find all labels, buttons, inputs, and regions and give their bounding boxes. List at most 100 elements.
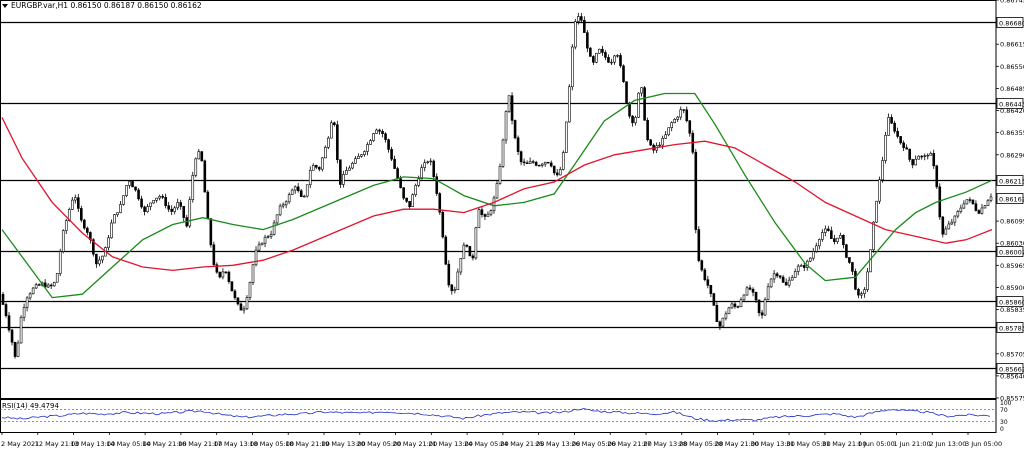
candle (369, 139, 372, 145)
candle-body (140, 198, 143, 208)
level-price-tag: 0.85783 (996, 322, 1024, 333)
y-tick-label: 0.86615 (1000, 41, 1024, 49)
candle-body (926, 154, 930, 157)
candle (194, 157, 198, 178)
candle-body (372, 133, 375, 141)
candle-body (206, 191, 210, 219)
x-tick-label: 2 May 2021 (1, 440, 39, 448)
candle (616, 54, 619, 58)
candle-body (152, 199, 155, 204)
candle-body (875, 200, 878, 223)
candle (411, 193, 414, 207)
candle-body (836, 237, 839, 242)
candle-body (510, 95, 514, 121)
candle (878, 176, 881, 205)
candle (745, 286, 749, 296)
candle (733, 301, 737, 309)
level-price-tag: 0.86215 (996, 175, 1024, 186)
candle-body (227, 271, 231, 282)
candle-body (46, 284, 50, 288)
x-tick-label: 24 May 21:00 (500, 440, 545, 448)
candle-body (974, 203, 978, 211)
candle (516, 135, 520, 156)
candle-body (592, 56, 595, 63)
candle-body (881, 160, 884, 181)
candle-body (339, 159, 342, 185)
candle (610, 58, 613, 66)
candle-body (354, 158, 357, 164)
candle (7, 312, 11, 333)
candle-body (405, 197, 408, 202)
candle (345, 166, 348, 175)
candle-body (586, 32, 589, 49)
candle-body (827, 228, 830, 231)
candle (959, 204, 963, 214)
candle-body (498, 166, 502, 184)
candle (890, 114, 893, 125)
candle-body (685, 109, 689, 122)
y-tick-label: 0.86485 (1000, 85, 1024, 93)
candle-body (899, 136, 902, 144)
candle-body (194, 158, 198, 176)
candle-body (549, 162, 553, 167)
candle (128, 180, 131, 189)
candle-body (345, 170, 348, 175)
candle (531, 159, 535, 164)
candle (179, 199, 183, 210)
candle-body (965, 199, 969, 205)
candle-body (182, 206, 186, 218)
candle (727, 306, 731, 315)
candle-body (814, 245, 818, 252)
candle (986, 198, 990, 207)
candle-body (646, 119, 649, 141)
candle (230, 281, 234, 292)
candle-body (595, 52, 598, 63)
candle (218, 271, 222, 279)
candle (625, 81, 628, 104)
candle-body (715, 305, 719, 323)
current-price-label: 0.86162 (999, 196, 1024, 204)
candle-body (73, 197, 77, 201)
candle (272, 220, 276, 236)
candle (700, 259, 704, 272)
candle (787, 276, 791, 288)
candle (197, 148, 201, 160)
candle (546, 161, 550, 164)
candle (896, 127, 899, 139)
candle (299, 188, 303, 198)
candle-body (483, 214, 487, 217)
candle (522, 158, 526, 166)
level-tag-box (996, 246, 1024, 257)
x-tick-label: 26 May 05:00 (571, 440, 616, 448)
candle-body (426, 161, 430, 163)
candle-body (552, 165, 556, 174)
candle (396, 166, 399, 180)
y-tick-label: 0.85965 (1000, 262, 1024, 270)
candle (790, 274, 794, 281)
candle (372, 132, 375, 142)
candle (248, 281, 252, 301)
candle (64, 218, 68, 235)
candle (46, 283, 50, 288)
candle-body (272, 222, 276, 235)
candle (899, 136, 902, 145)
candle (236, 297, 240, 306)
candle (221, 268, 225, 280)
candle (811, 247, 815, 261)
candle (164, 193, 167, 209)
candle-body (134, 186, 137, 191)
candle-body (619, 55, 622, 67)
candle-body (378, 129, 381, 132)
chart-menu-icon[interactable] (2, 4, 8, 8)
candle (49, 283, 53, 289)
candle-body (534, 161, 538, 166)
candle (561, 150, 565, 171)
candle (465, 244, 469, 248)
candle (796, 264, 800, 276)
candle (670, 121, 674, 132)
candle (423, 159, 427, 172)
candle (637, 92, 640, 118)
